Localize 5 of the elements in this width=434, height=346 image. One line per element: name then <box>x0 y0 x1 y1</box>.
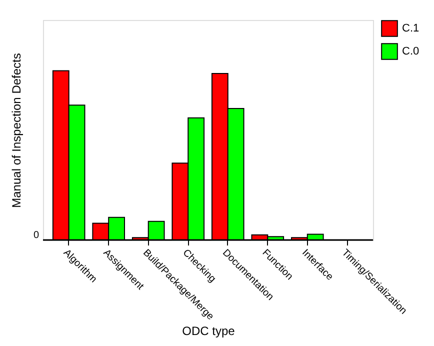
legend-label: C.1 <box>402 22 420 34</box>
x-axis-title: ODC type <box>182 324 236 338</box>
legend-label: C.0 <box>402 46 420 58</box>
text: 0 <box>33 230 40 241</box>
y-axis-title: Manual of Inspection Defects <box>10 53 24 208</box>
